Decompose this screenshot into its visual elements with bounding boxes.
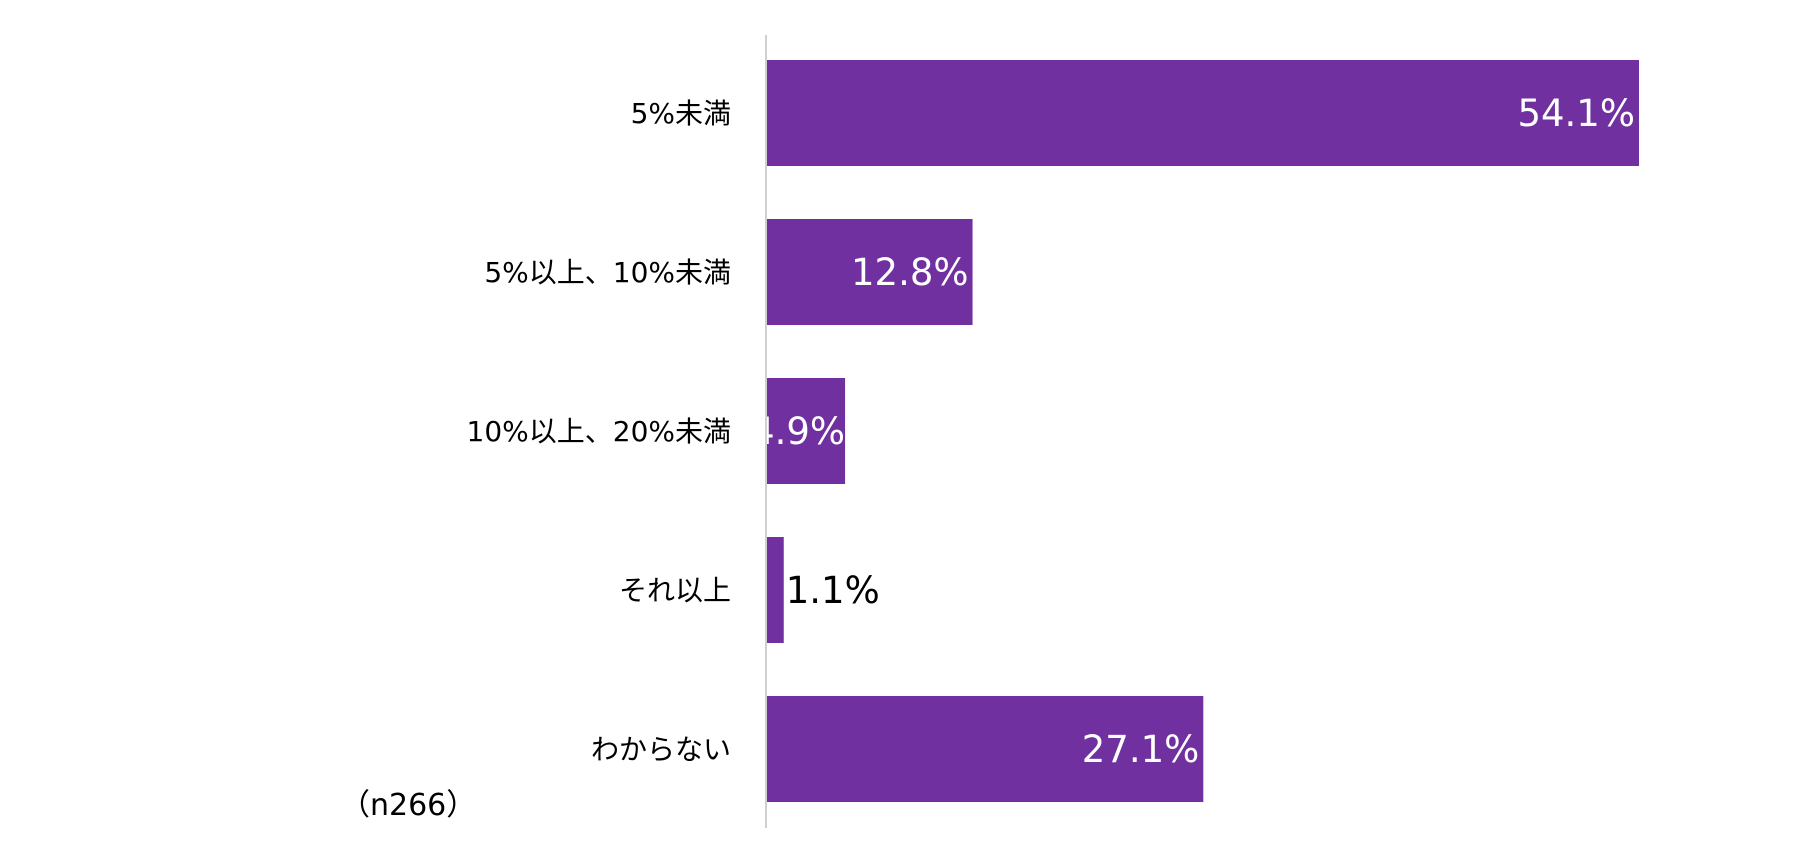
bar xyxy=(766,378,846,484)
data-label: 1.1% xyxy=(786,569,880,612)
category-label: それ以上 xyxy=(619,574,731,607)
category-label: わからない xyxy=(591,733,731,766)
sample-size-note: （n266） xyxy=(340,788,477,823)
bar xyxy=(766,537,784,643)
category-label: 5%未満 xyxy=(631,97,731,130)
bar xyxy=(766,219,973,325)
category-label: 10%以上、20%未満 xyxy=(467,415,731,448)
data-label: 54.1% xyxy=(1517,92,1635,135)
data-label: 12.8% xyxy=(851,251,969,294)
data-label: 27.1% xyxy=(1082,728,1200,771)
bar xyxy=(766,60,1639,166)
bar xyxy=(766,696,1204,802)
category-label: 5%以上、10%未満 xyxy=(484,256,731,289)
